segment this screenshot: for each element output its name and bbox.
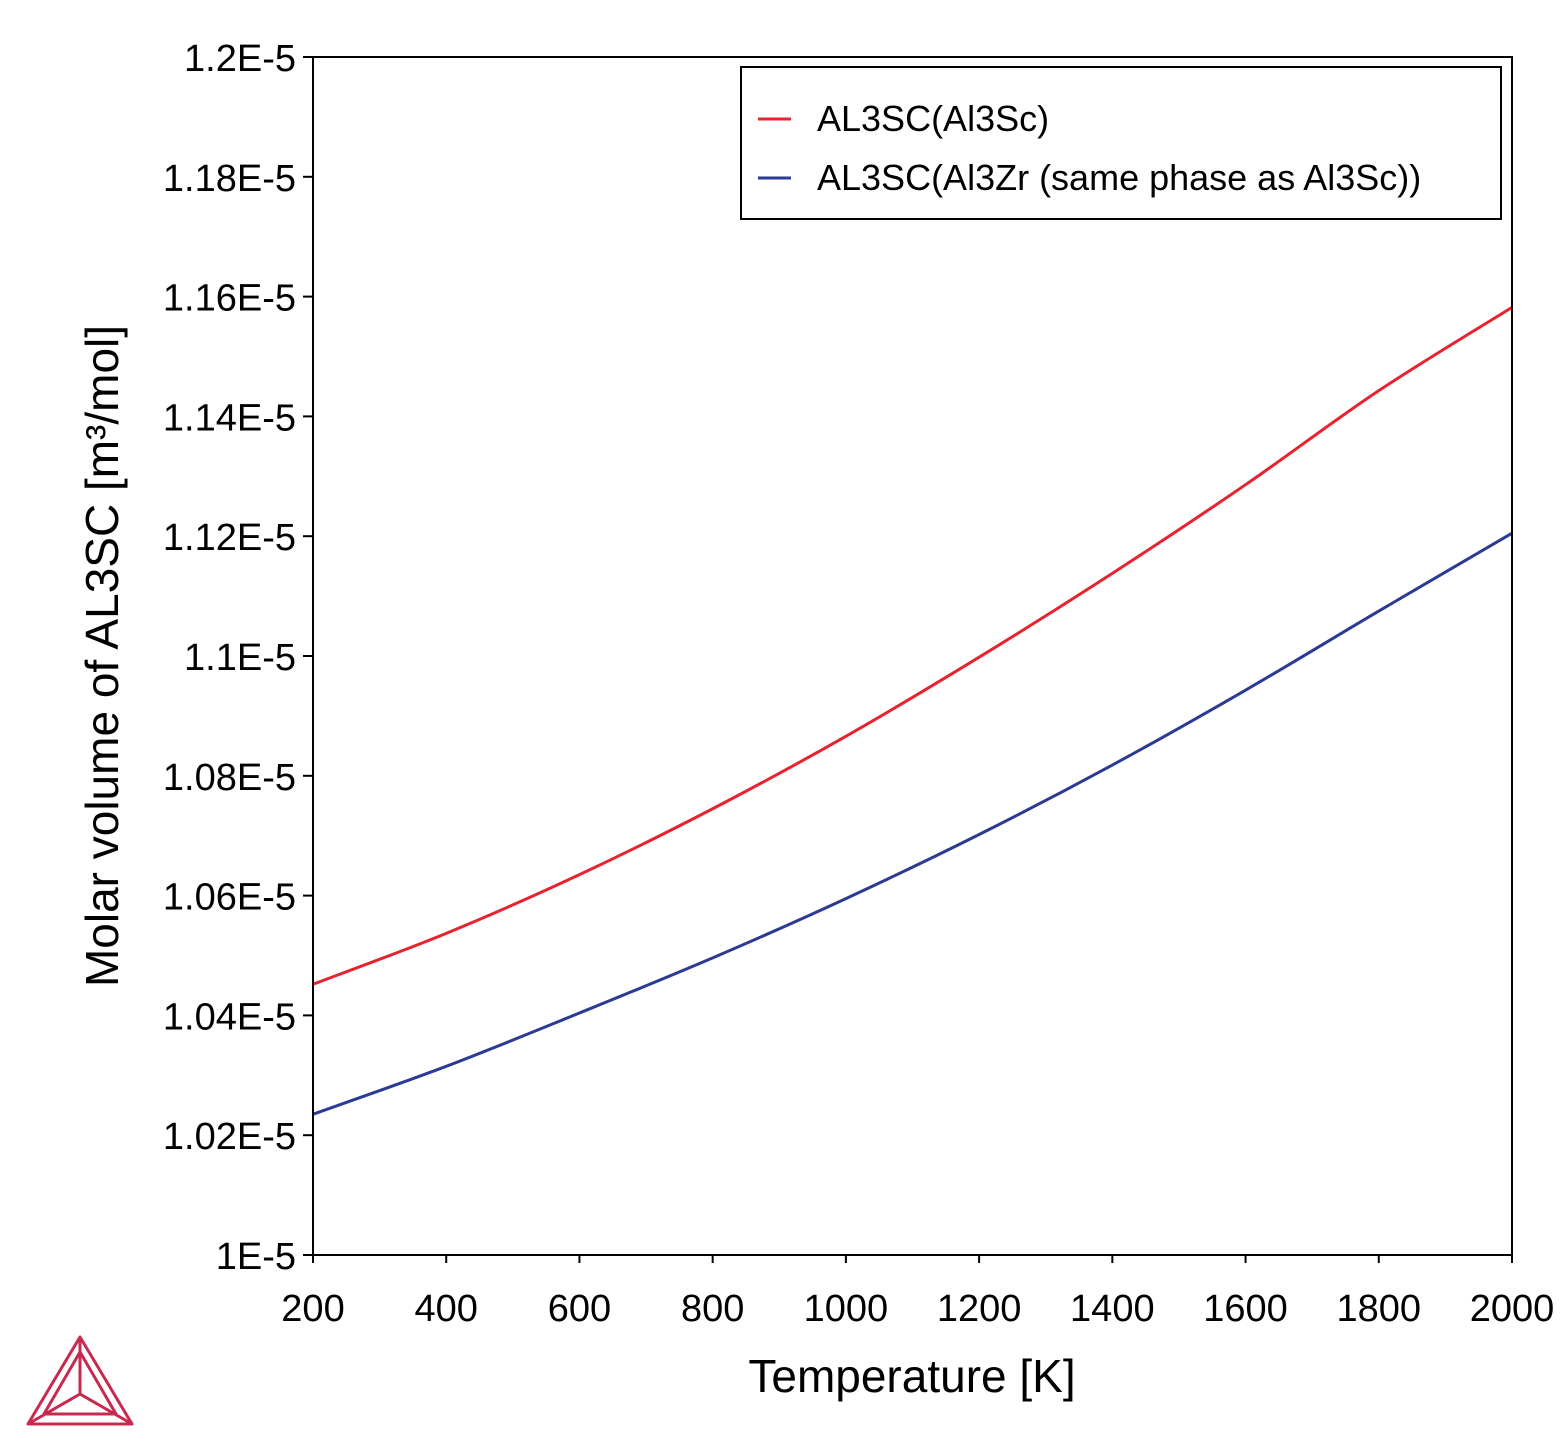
x-tick-label-7: 1600 — [1203, 1288, 1288, 1330]
ticks-layer: 200 400 600 800 1000 1200 1400 1600 1800 2000 1E-5… — [163, 38, 1554, 1330]
y-tick-label-3: 1.06E-5 — [163, 877, 296, 919]
legend: AL3SC(Al3Sc) AL3SC(Al3Zr (same phase as … — [740, 66, 1502, 220]
x-tick-label-2: 600 — [548, 1288, 611, 1330]
x-tick-label-3: 800 — [681, 1288, 744, 1330]
x-tick-label-9: 2000 — [1470, 1288, 1555, 1330]
y-tick-label-10: 1.2E-5 — [184, 38, 296, 80]
y-axis-title: Molar volume of AL3SC [m³/mol] — [76, 325, 128, 987]
logo-line-c — [79, 1392, 133, 1426]
legend-label-al3zr: AL3SC(Al3Zr (same phase as Al3Sc)) — [817, 157, 1421, 198]
legend-label-al3sc: AL3SC(Al3Sc) — [817, 98, 1049, 139]
logo-inner-triangle — [42, 1350, 118, 1416]
y-tick-label-4: 1.08E-5 — [163, 757, 296, 799]
y-tick-label-8: 1.16E-5 — [163, 278, 296, 320]
y-tick-label-2: 1.04E-5 — [163, 996, 296, 1038]
x-tick-label-0: 200 — [281, 1288, 344, 1330]
y-tick-label-7: 1.14E-5 — [163, 397, 296, 439]
logo-line-b — [27, 1392, 81, 1426]
y-tick-label-5: 1.1E-5 — [184, 637, 296, 679]
x-tick-label-6: 1400 — [1070, 1288, 1155, 1330]
x-tick-label-4: 1000 — [804, 1288, 889, 1330]
series-layer — [312, 306, 1513, 1116]
y-tick-label-9: 1.18E-5 — [163, 158, 296, 200]
y-tick-label-0: 1E-5 — [216, 1236, 296, 1278]
y-tick-label-1: 1.02E-5 — [163, 1116, 296, 1158]
x-tick-label-1: 400 — [415, 1288, 478, 1330]
legend-box — [740, 66, 1502, 220]
logo-outer-triangle — [26, 1335, 134, 1426]
y-tick-label-6: 1.12E-5 — [163, 517, 296, 559]
triangle-logo — [26, 1335, 134, 1426]
x-tick-label-5: 1200 — [937, 1288, 1022, 1330]
x-tick-label-8: 1800 — [1337, 1288, 1422, 1330]
series-line-1 — [312, 531, 1513, 1116]
series-line-0 — [312, 306, 1513, 986]
x-axis-title: Temperature [K] — [748, 1350, 1075, 1402]
